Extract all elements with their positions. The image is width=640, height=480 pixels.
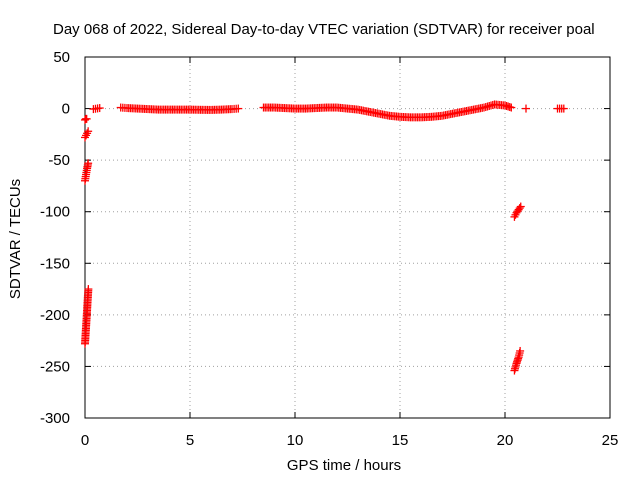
data-point-interp xyxy=(515,204,524,213)
chart-title: Day 068 of 2022, Sidereal Day-to-day VTE… xyxy=(53,21,595,38)
data-series-segment xyxy=(510,202,525,221)
data-point xyxy=(84,127,93,136)
y-tick-label: -50 xyxy=(48,152,70,169)
data-point xyxy=(84,285,93,294)
data-series-segment xyxy=(522,104,530,113)
data-series-segment xyxy=(81,127,93,142)
x-axis-label: GPS time / hours xyxy=(287,457,401,474)
x-tick-label: 15 xyxy=(392,432,409,449)
y-tick-label: -150 xyxy=(40,255,70,272)
data-points xyxy=(81,100,568,375)
data-point xyxy=(516,346,525,355)
y-tick-label: -300 xyxy=(40,410,70,427)
y-tick-label: 0 xyxy=(62,101,70,118)
data-point xyxy=(234,104,243,113)
data-point xyxy=(81,115,89,124)
data-point xyxy=(516,202,525,211)
data-series-segment xyxy=(116,103,243,114)
data-point xyxy=(507,103,516,112)
data-series-segment xyxy=(81,285,93,348)
y-tick-label: -200 xyxy=(40,307,70,324)
plot-frame xyxy=(84,56,611,419)
data-point xyxy=(82,114,91,123)
data-point xyxy=(522,104,530,113)
y-tick-label: -250 xyxy=(40,358,70,375)
data-point xyxy=(95,104,104,113)
data-series-segment xyxy=(81,114,91,124)
x-tick-label: 10 xyxy=(287,432,304,449)
y-axis-label: SDTVAR / TECUs xyxy=(7,179,24,299)
x-tick-label: 5 xyxy=(186,432,194,449)
data-series-segment xyxy=(259,100,516,122)
data-point xyxy=(82,131,91,140)
x-tick-label: 20 xyxy=(497,432,514,449)
data-series-segment xyxy=(81,159,93,185)
data-point xyxy=(83,129,92,138)
x-tick-label: 0 xyxy=(81,432,89,449)
x-tick-label: 25 xyxy=(602,432,619,449)
y-tick-label: -100 xyxy=(40,204,70,221)
data-point xyxy=(559,104,568,113)
data-series-segment xyxy=(89,104,104,114)
y-tick-label: 50 xyxy=(53,49,70,66)
data-series-segment xyxy=(510,346,525,375)
data-point xyxy=(84,159,93,168)
data-series-segment xyxy=(553,104,568,113)
axis-ticks: 0 5 10 15 20 25 50 0 -50 -100 -150 -200 -250 -300 xyxy=(40,49,618,449)
